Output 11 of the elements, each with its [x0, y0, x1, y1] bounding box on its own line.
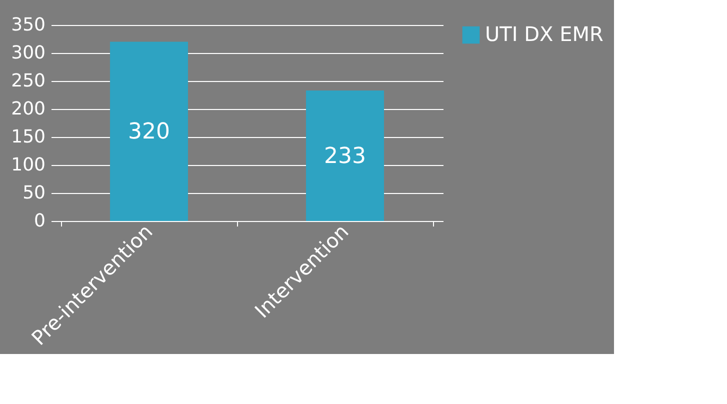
y-tick-label: 100 [11, 154, 46, 176]
y-tick-label: 0 [34, 210, 46, 232]
y-tick-label: 150 [11, 126, 46, 148]
legend-label: UTI DX EMR [485, 22, 604, 46]
y-tick-label: 350 [11, 14, 46, 36]
y-tick-label: 200 [11, 98, 46, 120]
y-tick-label: 250 [11, 70, 46, 92]
y-tick-label: 300 [11, 42, 46, 64]
data-label: 320 [128, 119, 170, 144]
data-label: 233 [324, 144, 366, 169]
y-tick-label: 50 [22, 182, 46, 204]
